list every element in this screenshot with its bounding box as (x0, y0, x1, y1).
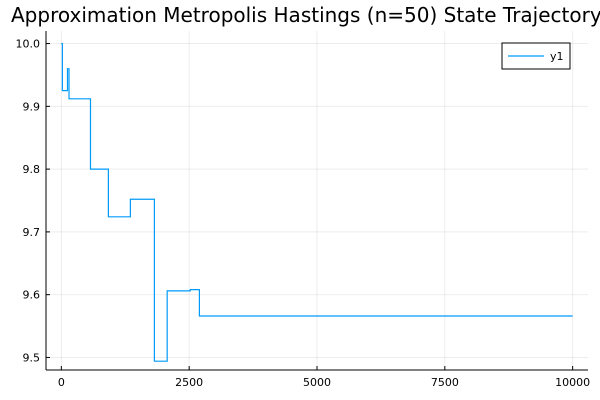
y-tick-label: 9.6 (23, 289, 41, 302)
y-tick-label: 9.7 (23, 226, 41, 239)
tick-labels: 0 2500 5000 7500 10000 9.5 9.6 9.7 9.8 9.9 10.0 (16, 38, 591, 389)
series-line-y1 (61, 42, 573, 362)
grid (46, 31, 588, 370)
y-tick-label: 10.0 (16, 38, 41, 51)
x-tick-label: 10000 (555, 376, 590, 389)
x-tick-label: 5000 (303, 376, 331, 389)
y-tick-label: 9.5 (23, 351, 41, 364)
series-layer (61, 42, 573, 362)
x-tick-label: 7500 (431, 376, 459, 389)
x-tick-label: 0 (58, 376, 65, 389)
legend-label-y1: y1 (550, 50, 564, 63)
legend: y1 (501, 42, 571, 70)
y-tick-label: 9.8 (23, 163, 41, 176)
y-tick-label: 9.9 (23, 100, 41, 113)
axes (45, 31, 588, 371)
chart-title: Approximation Metropolis Hastings (n=50)… (11, 3, 600, 27)
x-tick-label: 2500 (175, 376, 203, 389)
